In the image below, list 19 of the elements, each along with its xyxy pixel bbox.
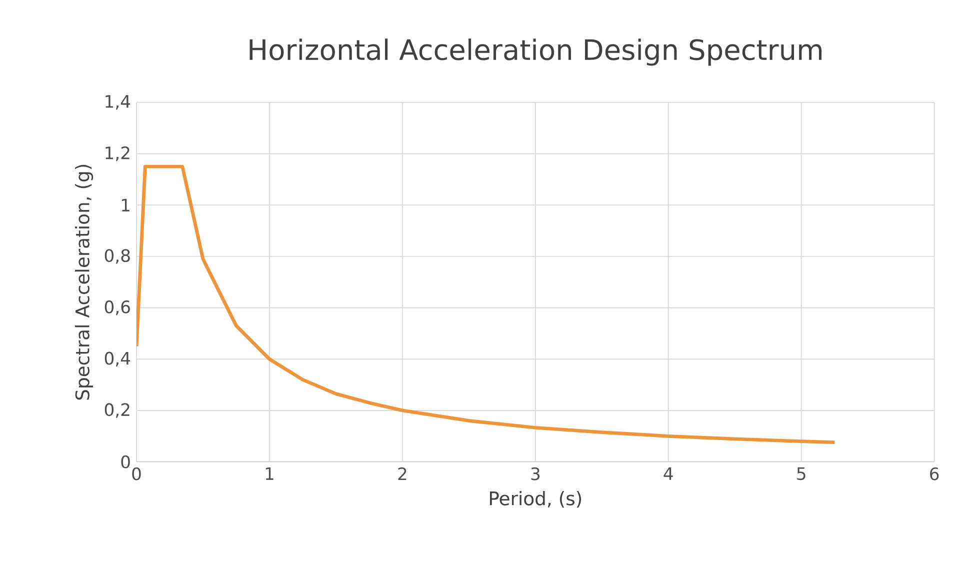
y-tick-label: 0,8 xyxy=(104,249,130,264)
y-tick-label: 0,4 xyxy=(104,352,130,366)
y-tick-label: 1,4 xyxy=(106,95,130,110)
x-tick-label: 1 xyxy=(266,467,274,480)
x-tick-label: 3 xyxy=(531,467,540,480)
x-axis-title: Period, (s) xyxy=(490,490,582,508)
y-tick-label: 1 xyxy=(122,198,130,212)
x-tick-label: 2 xyxy=(398,467,406,480)
chart-title: Horizontal Acceleration Design Spectrum xyxy=(250,38,822,66)
y-tick-label: 0,6 xyxy=(104,300,130,316)
y-tick-label: 1,2 xyxy=(106,146,130,162)
x-tick-label: 0 xyxy=(132,467,141,480)
x-tick-label: 4 xyxy=(664,467,673,480)
y-tick-label: 0,2 xyxy=(104,403,130,418)
x-tick-label: 5 xyxy=(797,467,806,480)
line-series xyxy=(136,164,836,444)
y-axis-title: Spectral Acceleration, (g) xyxy=(74,164,94,400)
x-tick-label: 6 xyxy=(930,467,939,480)
y-tick-label: 0 xyxy=(121,455,130,468)
